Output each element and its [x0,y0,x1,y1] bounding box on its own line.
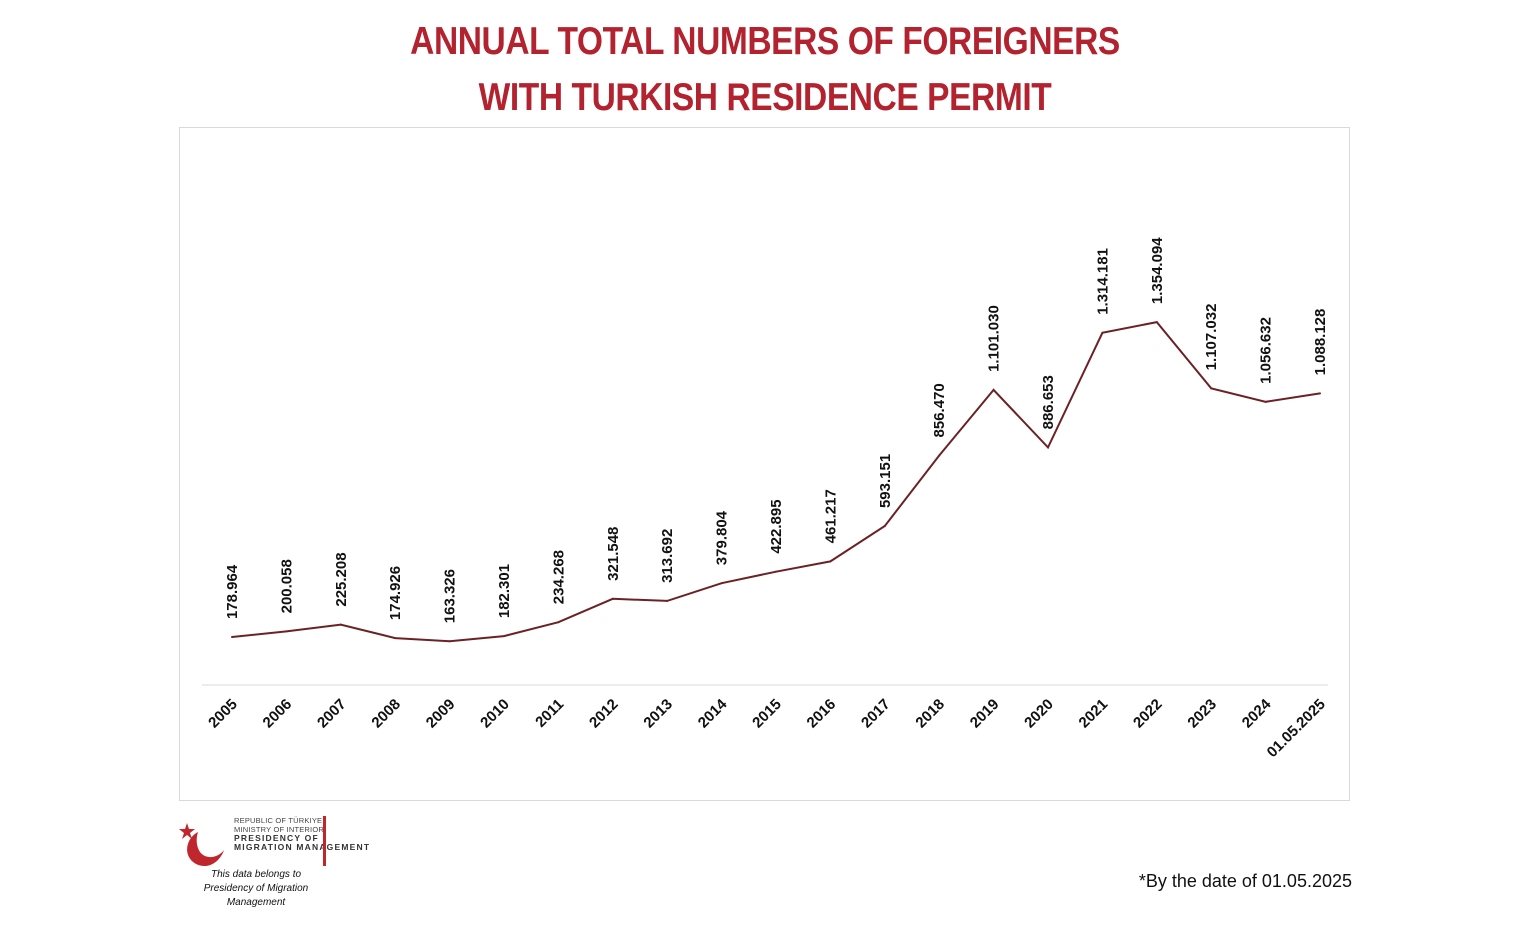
data-point [394,637,397,640]
data-point [1319,392,1321,395]
data-label: 856.470 [931,383,948,437]
data-label: 1.314.181 [1094,248,1111,315]
logo-line-4: MIGRATION MANAGEMENT [234,842,371,852]
data-point [775,570,777,573]
data-label: 321.548 [605,527,622,581]
crescent-star-emblem [179,823,224,867]
pmm-logo: REPUBLIC OF TÜRKIYE MINISTRY OF INTERIOR… [176,814,369,908]
x-tick-label: 2022 [1130,696,1166,732]
chart-title: ANNUAL TOTAL NUMBERS OF FOREIGNERS WITH … [107,14,1423,126]
x-tick-label: 2016 [804,696,840,732]
chart-title-line-2: WITH TURKISH RESIDENCE PERMIT [478,76,1052,119]
data-label: 174.926 [387,566,404,620]
data-label: 313.692 [659,529,676,583]
logo-caption-line-1: This data belongs to [210,869,302,880]
chart-area: 178.964 2005 200.058 2006 225.208 2007 174.926… [179,127,1350,801]
x-tick-label: 2019 [967,696,1003,732]
x-tick-label: 2013 [640,696,676,732]
data-label: 886.653 [1040,375,1057,429]
data-point [829,560,832,563]
logo-line-3: PRESIDENCY OF [234,833,319,843]
data-label: 234.268 [550,550,567,604]
line-chart: 178.964 2005 200.058 2006 225.208 2007 174.926… [202,237,1329,761]
x-tick-label: 2006 [260,696,296,732]
logo-caption: This data belongs to Presidency of Migra… [176,868,336,910]
x-tick-label: 2015 [749,696,785,732]
x-tick-label: 2012 [586,696,622,732]
data-label: 178.964 [224,564,241,619]
logo-line-2: MINISTRY OF INTERIOR [234,825,324,834]
logo-line-1: REPUBLIC OF TÜRKIYE [234,816,323,825]
data-label: 200.058 [278,559,295,613]
data-point [557,621,560,624]
data-point [1155,321,1158,324]
data-point [231,636,233,639]
x-tick-label: 01.05.2025 [1264,696,1329,761]
data-label: 163.326 [442,569,459,623]
data-label: 1.101.030 [986,305,1003,372]
data-label: 422.895 [768,499,785,553]
data-point [1047,446,1049,449]
data-label: 1.088.128 [1312,309,1329,376]
data-point [1264,400,1267,403]
data-point [883,525,886,528]
x-tick-label: 2018 [912,696,948,732]
data-label: 379.804 [714,510,731,565]
logo-wordmark: REPUBLIC OF TÜRKIYE MINISTRY OF INTERIOR… [234,816,370,852]
x-tick-label: 2005 [205,696,241,732]
data-label: 1.107.032 [1203,304,1220,371]
data-label: 1.354.094 [1149,237,1166,304]
data-point [1101,331,1104,334]
x-tick-label: 2024 [1239,695,1275,731]
data-point [666,599,669,602]
data-point [992,388,995,391]
data-point [938,454,941,457]
x-tick-label: 2007 [314,696,350,732]
chart-title-line-1: ANNUAL TOTAL NUMBERS OF FOREIGNERS [410,20,1120,63]
data-point [503,635,505,638]
x-tick-label: 2020 [1021,696,1057,732]
data-point [611,597,614,600]
footnote: *By the date of 01.05.2025 [1138,871,1352,891]
data-point [720,582,723,585]
x-tick-label: 2011 [532,696,567,731]
data-point [448,640,451,643]
logo-caption-line-2: Presidency of Migration Management [203,883,309,908]
x-tick-label: 2021 [1076,696,1112,732]
logo-divider [323,816,326,866]
data-label: 182.301 [496,564,513,618]
x-tick-label: 2014 [695,695,731,731]
data-point [339,623,342,626]
data-label: 461.217 [822,489,839,543]
x-tick-label: 2017 [858,696,894,732]
data-label: 225.208 [333,552,350,606]
x-tick-label: 2010 [477,696,513,732]
x-tick-label: 2023 [1184,696,1220,732]
x-tick-label: 2008 [368,696,404,732]
data-point [285,630,288,633]
data-point [1210,387,1213,390]
data-label: 593.151 [877,454,894,508]
data-label: 1.056.632 [1258,317,1275,384]
x-tick-label: 2009 [423,696,459,732]
